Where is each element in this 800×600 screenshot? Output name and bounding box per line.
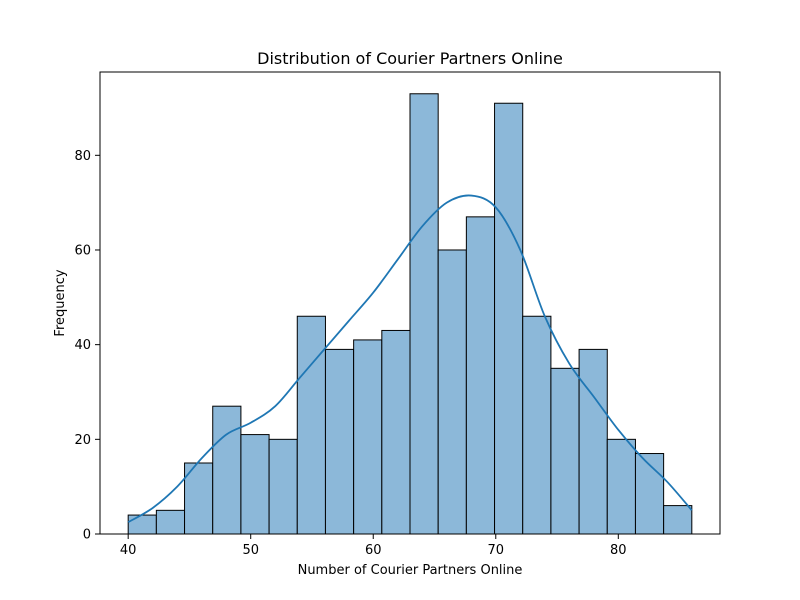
histogram-bars bbox=[127, 93, 693, 535]
histogram-bar bbox=[437, 249, 467, 535]
y-tick-label: 80 bbox=[74, 149, 91, 164]
histogram-bar bbox=[296, 315, 326, 535]
x-tick-label: 60 bbox=[365, 543, 382, 558]
histogram-bar bbox=[522, 315, 552, 535]
histogram-bar bbox=[381, 329, 411, 535]
y-axis-ticks: 0 20 40 60 80 bbox=[74, 149, 100, 543]
histogram-bar bbox=[268, 438, 298, 535]
x-tick-label: 80 bbox=[610, 543, 627, 558]
histogram-bar bbox=[353, 339, 383, 535]
x-tick-label: 70 bbox=[487, 543, 504, 558]
histogram-bar bbox=[578, 348, 608, 535]
histogram-bar bbox=[409, 93, 439, 535]
y-tick-label: 60 bbox=[74, 243, 91, 258]
histogram-bar bbox=[155, 509, 186, 535]
histogram-bar bbox=[663, 505, 693, 535]
x-axis-ticks: 40 50 60 70 80 bbox=[120, 534, 627, 558]
histogram-bar bbox=[550, 367, 580, 535]
histogram-bar bbox=[465, 216, 496, 535]
histogram-bar bbox=[127, 514, 157, 535]
y-axis-label: Frequency bbox=[53, 269, 68, 336]
y-tick-label: 40 bbox=[74, 338, 91, 353]
chart-title: Distribution of Courier Partners Online bbox=[257, 49, 563, 68]
y-tick-label: 0 bbox=[83, 528, 91, 543]
x-tick-label: 40 bbox=[120, 543, 137, 558]
histogram-bar bbox=[240, 434, 270, 535]
plot-frame bbox=[99, 71, 721, 535]
histogram-bar bbox=[212, 405, 242, 535]
y-tick-label: 20 bbox=[74, 433, 91, 448]
x-axis-label: Number of Courier Partners Online bbox=[298, 563, 523, 578]
histogram-bar bbox=[184, 462, 214, 535]
kde-curve bbox=[127, 194, 693, 523]
histogram-bar bbox=[634, 453, 665, 535]
x-tick-label: 50 bbox=[242, 543, 259, 558]
histogram-bar bbox=[606, 438, 636, 535]
histogram-bar bbox=[494, 102, 524, 535]
histogram-bar bbox=[324, 348, 355, 535]
